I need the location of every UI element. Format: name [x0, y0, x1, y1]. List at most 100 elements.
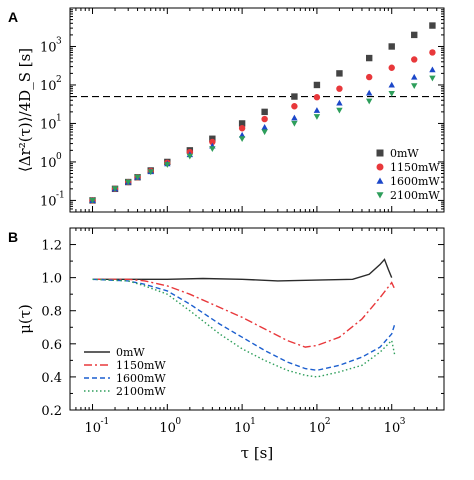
series-1600mW	[89, 66, 436, 203]
data-point-square	[376, 149, 384, 157]
data-point-circle	[429, 49, 436, 56]
legend-entry-label: 1150mW	[390, 161, 440, 174]
series-1150mW	[89, 49, 436, 204]
series-0mW	[92, 258, 393, 282]
series-1150mW	[92, 278, 396, 348]
data-layer	[92, 258, 396, 378]
y-tick-label: 10	[40, 40, 57, 55]
data-point-triangle	[411, 73, 418, 80]
y-tick-label: 10	[40, 156, 57, 171]
data-point-triangle-down	[388, 90, 395, 97]
data-point-triangle	[366, 89, 373, 96]
data-point-triangle-down	[366, 98, 373, 105]
data-point-circle	[238, 125, 246, 132]
series-2100mW	[89, 75, 436, 204]
data-point-square	[411, 31, 418, 39]
y-tick-label: 1.0	[41, 272, 62, 287]
data-point-circle	[261, 115, 268, 123]
y-tick-label: 1.2	[41, 239, 62, 254]
data-point-triangle-down	[336, 107, 343, 114]
x-tick-label: 10	[159, 421, 176, 436]
legend-entry-label: 1600mW	[390, 175, 440, 188]
data-point-triangle	[291, 114, 298, 121]
data-point-square	[336, 70, 343, 77]
x-tick-label: 10	[234, 421, 251, 436]
data-point-triangle	[388, 81, 395, 88]
x-tick-label: 10	[309, 421, 326, 436]
plot-frame	[69, 227, 445, 411]
data-point-triangle	[429, 66, 436, 73]
data-point-circle	[291, 103, 298, 110]
data-point-circle	[411, 56, 418, 63]
y-tick-exponent: 3	[56, 36, 62, 46]
y-tick-label: 0.2	[41, 404, 62, 419]
y-tick-exponent: 0	[56, 152, 62, 162]
data-point-circle	[366, 73, 373, 81]
y-tick-exponent: -1	[56, 190, 65, 200]
data-point-triangle-down	[411, 83, 418, 90]
y-tick-label: 10	[40, 79, 57, 94]
panel-b: B10 -1 10 0 10 1 10 2 10 30.20.40.60.81.01.2μ(τ)τ…	[8, 227, 445, 462]
series-line	[92, 278, 396, 348]
series-line	[92, 278, 396, 378]
data-point-triangle-down	[125, 179, 132, 186]
y-axis-label: μ(τ)	[16, 304, 34, 334]
data-point-square	[313, 81, 321, 89]
data-point-square	[388, 43, 395, 50]
data-point-circle	[388, 64, 395, 71]
data-point-triangle-down	[209, 146, 216, 152]
series-1600mW	[92, 278, 396, 372]
data-point-circle	[336, 85, 343, 92]
data-point-triangle-down	[291, 120, 298, 127]
data-point-circle	[209, 138, 216, 146]
x-tick-exponent: 2	[325, 417, 331, 427]
legend-entry-label: 1600mW	[116, 372, 166, 385]
y-tick-label: 0.8	[41, 305, 62, 320]
x-tick-exponent: -1	[101, 417, 110, 427]
data-point-square	[366, 54, 373, 62]
data-point-triangle-down	[313, 114, 321, 120]
legend-entry-label: 2100mW	[116, 385, 166, 398]
data-point-triangle-down	[147, 169, 154, 176]
data-point-triangle-down	[186, 153, 194, 160]
y-axis-label: ⟨Δr²(τ)⟩/4D_S [s]	[16, 48, 34, 172]
y-tick-label: 0.6	[41, 338, 62, 353]
x-axis-label: τ [s]	[241, 444, 273, 462]
data-point-triangle-down	[429, 75, 436, 82]
data-point-triangle-down	[164, 162, 171, 168]
data-point-triangle-down	[261, 129, 268, 136]
legend-entry-label: 2100mW	[390, 189, 440, 202]
x-tick-label: 10	[384, 421, 401, 436]
panel-letter: B	[8, 229, 18, 245]
series-line	[92, 258, 393, 282]
series-0mW	[89, 22, 436, 204]
data-point-square	[291, 93, 298, 100]
data-point-triangle-down	[238, 136, 246, 142]
data-point-triangle	[376, 177, 384, 184]
series-2100mW	[92, 278, 396, 378]
y-tick-exponent: 2	[56, 75, 62, 85]
data-point-circle	[376, 163, 384, 171]
data-point-square	[429, 22, 436, 29]
data-point-triangle	[336, 99, 343, 106]
data-point-triangle	[238, 131, 246, 138]
data-point-triangle	[261, 123, 268, 130]
data-point-triangle-down	[134, 174, 141, 181]
data-point-triangle-down	[111, 186, 119, 193]
x-tick-exponent: 0	[175, 417, 181, 427]
series-line	[92, 278, 396, 372]
data-layer	[89, 22, 436, 204]
data-point-square	[238, 120, 246, 127]
x-tick-label: 10	[85, 421, 102, 436]
panel-letter: A	[8, 9, 18, 25]
data-point-triangle-down	[376, 192, 384, 199]
data-point-square	[209, 135, 216, 142]
x-tick-exponent: 3	[400, 417, 406, 427]
plot-frame	[69, 7, 445, 213]
legend-entry-label: 0mW	[390, 147, 419, 160]
